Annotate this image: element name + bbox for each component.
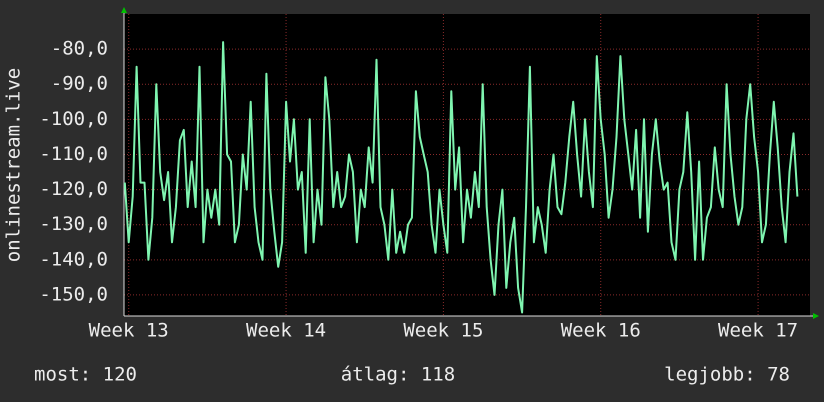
- x-tick-label: Week 17: [718, 320, 798, 342]
- y-tick-label: -140,0: [39, 248, 108, 270]
- y-tick-label: -80,0: [51, 38, 108, 60]
- y-tick-label: -130,0: [39, 213, 108, 235]
- axis-arrow: [813, 313, 819, 319]
- x-tick-label: Week 16: [561, 320, 641, 342]
- axis-arrow: [121, 7, 127, 13]
- y-tick-label: -150,0: [39, 283, 108, 305]
- y-tick-label: -120,0: [39, 178, 108, 200]
- footer-best: legjobb: 78: [664, 364, 790, 386]
- footer-now: most: 120: [34, 364, 137, 386]
- y-axis-label: onlinestream.live: [3, 68, 25, 262]
- x-tick-label: Week 14: [246, 320, 326, 342]
- data-line: [123, 41, 799, 314]
- x-tick-label: Week 15: [403, 320, 483, 342]
- y-tick-label: -100,0: [39, 108, 108, 130]
- plot-area: [124, 14, 810, 316]
- y-tick-label: -90,0: [51, 73, 108, 95]
- x-tick-label: Week 13: [89, 320, 169, 342]
- y-tick-label: -110,0: [39, 143, 108, 165]
- footer-average: átlag: 118: [341, 364, 455, 386]
